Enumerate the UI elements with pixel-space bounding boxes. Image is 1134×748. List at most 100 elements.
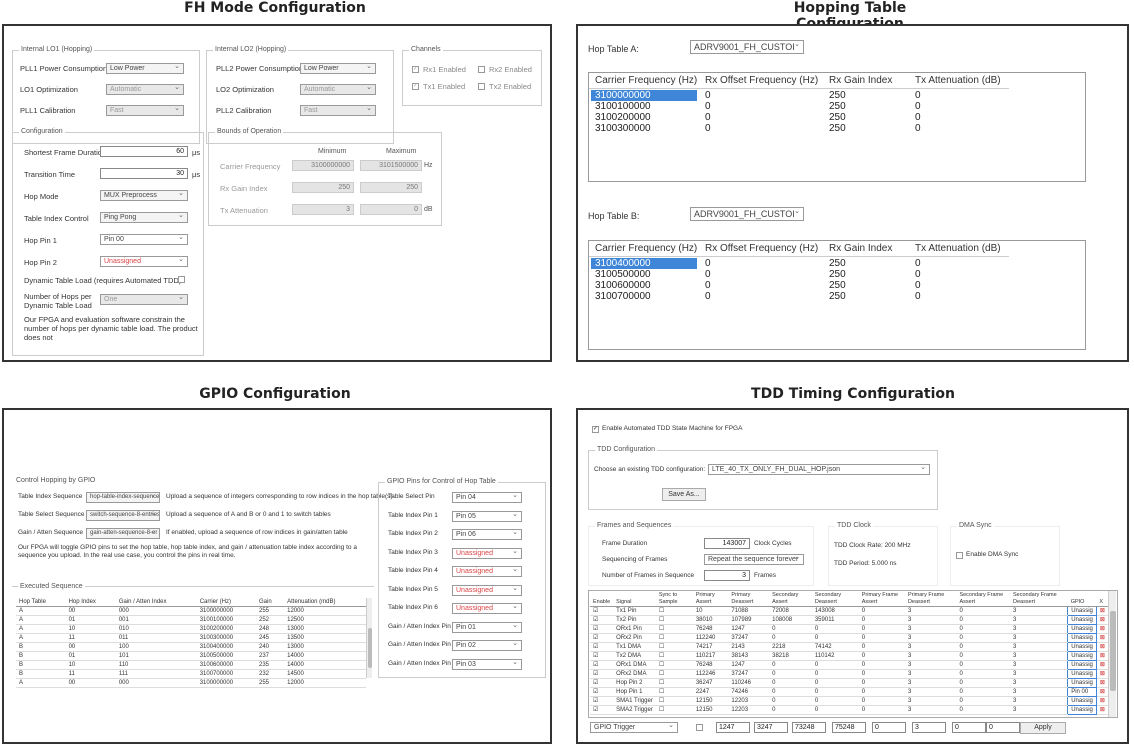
enable-checkbox[interactable]: ☑ [590, 606, 614, 616]
hops-per-load-select[interactable]: One [100, 294, 188, 305]
tdd-value-cell[interactable]: 0 [858, 606, 905, 616]
remove-row-icon[interactable]: ⊠ [1096, 660, 1108, 670]
pll2-power-select[interactable]: Low Power [300, 63, 376, 74]
enable-checkbox[interactable]: ☑ [590, 633, 614, 643]
dma-sync-checkbox[interactable] [956, 552, 963, 559]
tdd-value-cell[interactable]: 3 [904, 678, 957, 688]
enable-checkbox[interactable]: ☑ [590, 687, 614, 697]
enable-checkbox[interactable]: ☑ [590, 642, 614, 652]
tdd-value-cell[interactable]: 0 [956, 651, 1010, 661]
table-row[interactable]: ☑ SMA2 Trigger ☐ 12150 12203 0 0 0 3 0 3 Unassig ⊠ [590, 705, 1108, 715]
hop-cell[interactable]: 250 [829, 112, 846, 123]
footer-value-input[interactable]: 0 [952, 722, 986, 733]
tdd-value-cell[interactable]: 76248 [692, 660, 729, 670]
gpio-pin-select[interactable]: Pin 01 [452, 621, 522, 633]
tdd-value-cell[interactable]: 3 [904, 660, 957, 670]
table-row[interactable]: ☑ ORx2 Pin ☐ 112240 37247 0 0 0 3 0 3 Unassig ⊠ [590, 633, 1108, 643]
table-row[interactable]: ☑ Tx1 DMA ☐ 74217 2143 2218 74142 0 3 0 3 Unassig ⊠ [590, 642, 1108, 652]
footer-value-input[interactable]: 73248 [792, 722, 826, 733]
tdd-value-cell[interactable]: 0 [769, 705, 812, 715]
table-row[interactable]: ☑ Hop Pin 2 ☐ 36247 110246 0 0 0 3 0 3 Unassig ⊠ [590, 678, 1108, 688]
remove-row-icon[interactable]: ⊠ [1096, 696, 1108, 706]
tdd-value-cell[interactable]: 3 [1009, 669, 1068, 679]
tdd-value-cell[interactable]: 0 [811, 696, 859, 706]
tdd-value-cell[interactable]: 3 [904, 696, 957, 706]
gpio-pin-select[interactable]: Unassigned [452, 603, 522, 614]
rx1-enabled-checkbox[interactable]: ✓ [412, 66, 419, 73]
lo2-optimization-select[interactable]: Automatic [300, 84, 376, 95]
tdd-value-cell[interactable]: 3 [1009, 696, 1068, 706]
hop-cell[interactable]: 0 [705, 101, 711, 112]
tdd-value-cell[interactable]: 0 [769, 624, 812, 634]
tdd-value-cell[interactable]: 3 [1009, 633, 1068, 643]
tdd-value-cell[interactable]: 3 [904, 651, 957, 661]
gpio-pin-select[interactable]: Unassigned [452, 547, 522, 559]
tdd-value-cell[interactable]: 0 [811, 624, 859, 634]
footer-value-input[interactable]: 3247 [754, 722, 788, 733]
pll2-calibration-select[interactable]: Fast [300, 105, 376, 116]
sync-checkbox[interactable]: ☐ [655, 633, 693, 643]
hop-cell[interactable]: 250 [829, 291, 846, 302]
hop-table-a-select[interactable]: ADRV9001_FH_CUSTOI [690, 40, 804, 54]
sync-checkbox[interactable]: ☐ [655, 705, 693, 715]
footer-value-input[interactable]: 1247 [716, 722, 750, 733]
remove-row-icon[interactable]: ⊠ [1096, 669, 1108, 679]
tdd-value-cell[interactable]: 3 [904, 633, 957, 643]
sync-checkbox[interactable]: ☐ [655, 606, 693, 616]
tdd-value-cell[interactable]: 0 [811, 669, 859, 679]
tdd-value-cell[interactable]: 112246 [692, 669, 729, 679]
tdd-value-cell[interactable]: 3 [1009, 642, 1068, 652]
tdd-value-cell[interactable]: 0 [811, 633, 859, 643]
hop-cell[interactable]: 0 [705, 280, 711, 291]
tdd-value-cell[interactable]: 3 [1009, 606, 1068, 616]
enable-checkbox[interactable]: ☑ [590, 705, 614, 715]
hop-cell[interactable]: 250 [829, 123, 846, 134]
tdd-gpio-cell[interactable]: Unassig [1067, 642, 1097, 652]
tdd-value-cell[interactable]: 3 [1009, 624, 1068, 634]
hop-cell[interactable]: 3100700000 [595, 291, 651, 302]
remove-row-icon[interactable]: ⊠ [1096, 606, 1108, 616]
tdd-value-cell[interactable]: 0 [769, 678, 812, 688]
pll1-power-select[interactable]: Low Power [106, 63, 184, 74]
table-row[interactable]: A 00 000 3100000000 255 12000 [16, 678, 366, 688]
tdd-value-cell[interactable]: 3 [1009, 705, 1068, 715]
hop-cell[interactable]: 0 [705, 90, 711, 101]
hop-cell[interactable]: 3100200000 [595, 112, 651, 123]
hop-cell[interactable]: 0 [705, 291, 711, 302]
tdd-value-cell[interactable]: 0 [811, 660, 859, 670]
num-frames-input[interactable]: 3 [704, 570, 750, 581]
tdd-gpio-cell[interactable]: Unassig [1067, 651, 1097, 661]
remove-row-icon[interactable]: ⊠ [1096, 705, 1108, 715]
hop-cell[interactable]: 250 [829, 90, 846, 101]
save-as-button[interactable]: Save As... [662, 488, 706, 501]
enable-checkbox[interactable]: ☑ [590, 615, 614, 625]
tdd-value-cell[interactable]: 3 [1009, 678, 1068, 688]
hop-cell[interactable]: 0 [915, 258, 921, 269]
hop-cell[interactable]: 250 [829, 269, 846, 280]
hop-a-row-selected[interactable] [591, 90, 697, 101]
tdd-value-cell[interactable]: 37247 [728, 633, 770, 643]
tdd-value-cell[interactable]: 143008 [811, 606, 859, 616]
tdd-value-cell[interactable]: 0 [956, 624, 1010, 634]
tdd-value-cell[interactable]: 3 [904, 606, 957, 616]
table-row[interactable]: ☑ Tx2 Pin ☐ 38010 107989 108008 359011 0 3 0 3 Unas… [590, 615, 1108, 625]
hop-b-row-selected[interactable] [591, 258, 697, 269]
remove-row-icon[interactable]: ⊠ [1096, 615, 1108, 625]
table-row[interactable]: A 11 011 3100300000 245 13500 [16, 633, 366, 643]
hop-cell[interactable]: 0 [705, 123, 711, 134]
tdd-gpio-cell[interactable]: Unassig [1067, 606, 1097, 616]
hop-cell[interactable]: 3100500000 [595, 269, 651, 280]
transition-time-input[interactable]: 30 [100, 168, 188, 179]
tdd-value-cell[interactable]: 3 [904, 642, 957, 652]
tdd-value-cell[interactable]: 3 [904, 687, 957, 697]
footer-value-input[interactable]: 3 [912, 722, 946, 733]
tdd-value-cell[interactable]: 3 [904, 624, 957, 634]
lo1-optimization-select[interactable]: Automatic [106, 84, 184, 95]
gpio-pin-select[interactable]: Pin 04 [452, 492, 522, 503]
sync-checkbox[interactable]: ☐ [655, 615, 693, 625]
tx1-enabled-checkbox[interactable]: ✓ [412, 83, 419, 90]
hop-cell[interactable]: 0 [915, 101, 921, 112]
table-row[interactable]: B 01 101 3100500000 237 14000 [16, 651, 366, 661]
table-row[interactable]: ☑ Tx2 DMA ☐ 110217 38143 38218 110142 0 3 0 3 Unass… [590, 651, 1108, 661]
frame-duration-input[interactable]: 143007 [704, 538, 750, 549]
